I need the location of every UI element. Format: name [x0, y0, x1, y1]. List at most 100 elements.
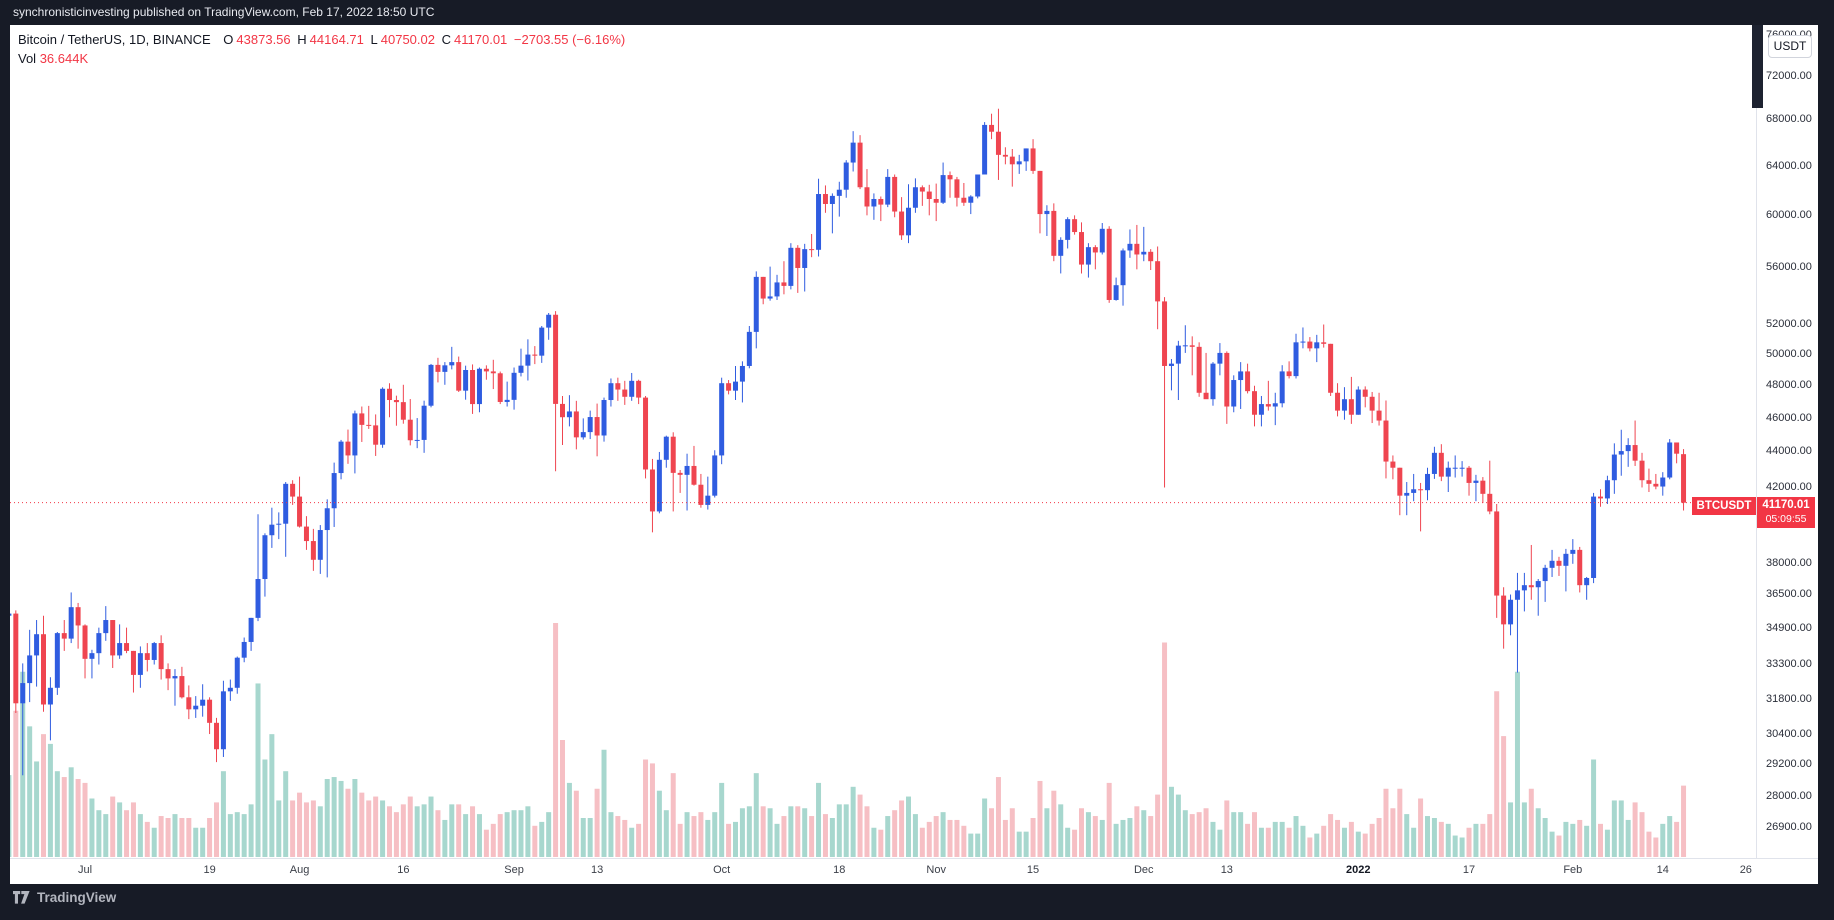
volume-bar [511, 810, 517, 857]
candle [733, 365, 738, 401]
currency-toggle-button[interactable]: USDT [1768, 35, 1812, 58]
volume-bar [553, 623, 559, 857]
volume-bar [1528, 788, 1534, 857]
volume-bar [733, 821, 738, 857]
volume-bar [864, 806, 870, 857]
candle [802, 243, 808, 292]
candle [483, 365, 489, 380]
candle [324, 499, 330, 578]
volume-bar [82, 782, 88, 857]
volume-bar [13, 710, 19, 857]
time-axis-label: 19 [203, 864, 216, 876]
candle [27, 629, 33, 703]
volume-bar [54, 771, 60, 857]
volume-bar [1293, 816, 1299, 857]
candle [1611, 443, 1617, 494]
candle [560, 395, 565, 446]
candle [1508, 594, 1514, 636]
candle [829, 193, 835, 234]
volume-bar [1037, 780, 1043, 857]
candle [553, 311, 559, 472]
volume-bar [871, 827, 877, 857]
attribution-text: synchronisticinvesting published on Trad… [13, 5, 435, 19]
candle [1217, 343, 1223, 376]
candle [1542, 564, 1548, 602]
volume-bar [497, 814, 503, 857]
candle [276, 512, 282, 540]
candle [1245, 363, 1251, 394]
candle [1681, 449, 1687, 511]
volume-bar [892, 810, 898, 857]
price-axis-label: 29200.00 [1766, 758, 1812, 771]
candle [1362, 386, 1368, 408]
price-axis-label: 31800.00 [1766, 693, 1812, 706]
volume-bar [518, 810, 524, 857]
candle [1341, 387, 1347, 420]
volume-bar [982, 798, 988, 857]
volume-bar [525, 806, 531, 857]
candle [594, 403, 600, 457]
volume-bar [1480, 823, 1486, 857]
candle [1113, 277, 1119, 301]
volume-bar [442, 819, 448, 857]
volume-bar [393, 812, 399, 857]
volume-bar [1674, 821, 1680, 857]
volume-bar [1556, 835, 1562, 857]
volume-bar [158, 816, 164, 857]
time-axis[interactable]: Jul 19 Aug 16 Sep 13 Oct 18 Nov 15 Dec 13 2022 17 Feb 1… [10, 859, 1818, 884]
candle [926, 184, 932, 216]
volume-bar [137, 814, 143, 857]
candle [698, 473, 704, 508]
volume-bar [691, 816, 697, 857]
volume-bar [241, 814, 247, 857]
candle [1480, 477, 1486, 504]
candle [303, 516, 309, 550]
candle [262, 533, 268, 597]
price-axis-label: 36500.00 [1766, 588, 1812, 601]
candle [504, 381, 510, 407]
volume-bar [1272, 821, 1278, 857]
price-axis[interactable]: USDT 41170.01 05:09:55 76000.0072000.006… [1757, 25, 1818, 858]
candle [940, 162, 946, 204]
volume-bar [1452, 835, 1458, 857]
volume-bar [1044, 808, 1050, 857]
volume-bar [359, 792, 365, 857]
volume-bar [1418, 798, 1424, 857]
volume-bar [1591, 759, 1597, 857]
candle [954, 176, 960, 207]
volume-bar [1120, 819, 1126, 857]
volume-bar [110, 796, 116, 857]
volume-bar [96, 810, 102, 857]
price-axis-label: 42000.00 [1766, 480, 1812, 493]
volume-bar [1286, 827, 1292, 857]
candle [857, 135, 863, 190]
symbol-title[interactable]: Bitcoin / TetherUS, 1D, BINANCE [18, 32, 211, 47]
candle [297, 476, 303, 528]
volume-bar [1058, 804, 1064, 857]
candle [352, 410, 358, 474]
tradingview-logo[interactable]: TradingView [13, 890, 116, 905]
volume-bar [89, 798, 95, 857]
volume-bar [1321, 825, 1327, 857]
volume-bar [1473, 823, 1479, 857]
candle [1196, 342, 1202, 397]
candle [622, 380, 628, 405]
candle [684, 453, 690, 511]
candle [96, 627, 102, 665]
candle [1175, 340, 1181, 401]
volume-bar [1494, 691, 1500, 857]
price-axis-separator [1756, 25, 1757, 884]
candle [1258, 395, 1264, 427]
symbol-price-tag: BTCUSDT [1692, 496, 1756, 515]
candlestick-chart[interactable] [10, 25, 1756, 858]
volume-bar [10, 775, 12, 857]
candle [1210, 362, 1216, 406]
volume-bar [1106, 782, 1112, 857]
volume-bar [1535, 808, 1541, 857]
volume-bar [1639, 812, 1645, 857]
volume-bar [1085, 812, 1091, 857]
high-label: H [297, 32, 307, 47]
volume-bar [1598, 823, 1603, 857]
time-axis-label: 17 [1462, 864, 1476, 876]
volume-bar [926, 821, 932, 857]
